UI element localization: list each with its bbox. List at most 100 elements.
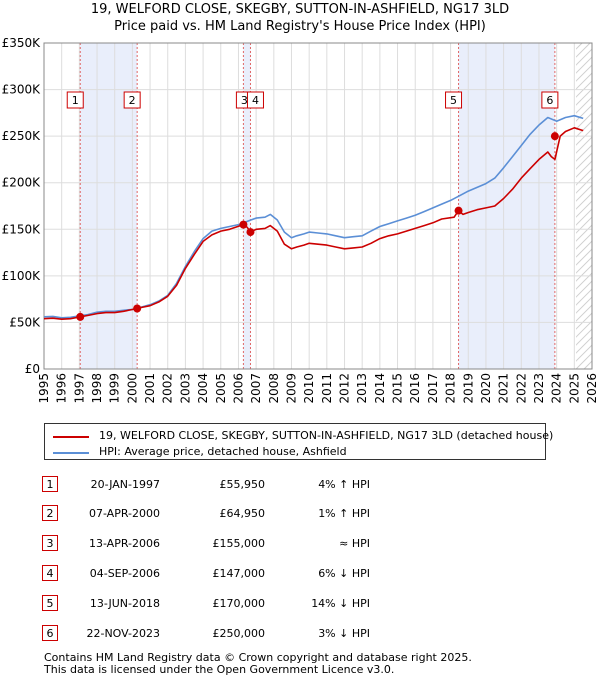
hatch-line bbox=[576, 200, 593, 218]
transaction-label-box bbox=[246, 91, 264, 109]
x-tick-label: 2017 bbox=[426, 373, 440, 404]
hatch-line bbox=[576, 312, 593, 330]
x-tick-label: 1999 bbox=[108, 373, 122, 404]
chart-title: 19, WELFORD CLOSE, SKEGBY, SUTTON-IN-ASH… bbox=[90, 2, 510, 17]
x-tick-label: 2025 bbox=[567, 373, 581, 404]
x-tick-label: 2010 bbox=[302, 373, 316, 404]
transaction-label-box bbox=[123, 91, 141, 109]
plot-frame bbox=[43, 42, 593, 370]
legend-label-hpi: HPI: Average price, detached house, Ashf… bbox=[99, 445, 347, 458]
table-row: 6 22-NOV-2023 £250,000 3% ↓ HPI bbox=[0, 625, 600, 643]
transaction-date: 22-NOV-2023 bbox=[86, 627, 160, 640]
x-tick-label: 2009 bbox=[284, 373, 298, 404]
transaction-label-box bbox=[541, 91, 559, 109]
transaction-marker bbox=[550, 132, 559, 141]
transaction-number: 4 bbox=[42, 565, 58, 581]
x-tick-label: 1998 bbox=[90, 373, 104, 404]
transaction-price: £64,950 bbox=[219, 507, 266, 520]
y-tick-label: £300K bbox=[2, 83, 42, 97]
y-tick-label: £200K bbox=[2, 176, 42, 190]
footer-copyright: Contains HM Land Registry data © Crown c… bbox=[44, 651, 472, 664]
legend-swatch-property bbox=[53, 436, 89, 438]
transaction-hpi: ≈ HPI bbox=[339, 537, 370, 550]
x-tick-label: 2026 bbox=[585, 373, 599, 404]
table-row: 4 04-SEP-2006 £147,000 6% ↓ HPI bbox=[0, 565, 600, 583]
transaction-hpi: 6% ↓ HPI bbox=[318, 567, 370, 580]
x-tick-label: 2019 bbox=[461, 373, 475, 404]
x-tick-label: 2003 bbox=[178, 373, 192, 404]
transaction-date: 13-APR-2006 bbox=[88, 537, 160, 550]
x-tick-label: 2008 bbox=[267, 373, 281, 404]
y-tick-label: £0 bbox=[25, 362, 40, 376]
transaction-label-text: 5 bbox=[450, 94, 457, 107]
transaction-hpi: 4% ↑ HPI bbox=[318, 478, 370, 491]
transaction-hpi: 14% ↓ HPI bbox=[311, 597, 370, 610]
x-tick-label: 2005 bbox=[214, 373, 228, 404]
x-tick-label: 2004 bbox=[196, 373, 210, 404]
legend: 19, WELFORD CLOSE, SKEGBY, SUTTON-IN-ASH… bbox=[44, 423, 553, 460]
x-tick-label: 2016 bbox=[408, 373, 422, 404]
x-tick-label: 2018 bbox=[444, 373, 458, 404]
x-tick-label: 2001 bbox=[143, 373, 157, 404]
x-tick-label: 2024 bbox=[550, 373, 564, 404]
transaction-price: £250,000 bbox=[212, 627, 266, 640]
transaction-hpi: 1% ↑ HPI bbox=[318, 507, 370, 520]
y-tick-label: £350K bbox=[2, 36, 42, 50]
x-tick-label: 1995 bbox=[37, 373, 51, 404]
transaction-label-text: 2 bbox=[129, 94, 136, 107]
transaction-marker bbox=[76, 312, 85, 321]
x-tick-label: 2000 bbox=[125, 373, 139, 404]
property-series-line bbox=[43, 127, 584, 321]
x-tick-label: 2013 bbox=[355, 373, 369, 404]
footer-licence: This data is licensed under the Open Gov… bbox=[44, 663, 395, 676]
x-tick-label: 2015 bbox=[391, 373, 405, 404]
price-chart: £0 £50K £100K £150K £200K £250K £300K £350K 1995… bbox=[2, 36, 599, 404]
transaction-label: 1 bbox=[66, 91, 84, 109]
table-row: 5 13-JUN-2018 £170,000 14% ↓ HPI bbox=[0, 595, 600, 613]
table-row: 2 07-APR-2000 £64,950 1% ↑ HPI bbox=[0, 505, 600, 523]
y-tick-label: £100K bbox=[2, 269, 42, 283]
transaction-label-text: 6 bbox=[546, 94, 553, 107]
transaction-price: £155,000 bbox=[212, 537, 266, 550]
hatch-line bbox=[576, 192, 593, 210]
transaction-marker bbox=[454, 206, 463, 215]
hatch-line bbox=[576, 328, 593, 346]
y-tick-label: £150K bbox=[2, 222, 42, 236]
x-tick-label: 2022 bbox=[514, 373, 528, 404]
x-tick-label: 2011 bbox=[320, 373, 334, 404]
transaction-label: 4 bbox=[246, 91, 264, 109]
hatch-line bbox=[576, 304, 593, 322]
transaction-price: £170,000 bbox=[212, 597, 266, 610]
transaction-number: 6 bbox=[42, 625, 58, 641]
x-tick-label: 2020 bbox=[479, 373, 493, 404]
legend-label-property: 19, WELFORD CLOSE, SKEGBY, SUTTON-IN-ASH… bbox=[99, 429, 554, 442]
x-tick-label: 2002 bbox=[161, 373, 175, 404]
transaction-number: 1 bbox=[42, 476, 58, 492]
transaction-number: 2 bbox=[42, 505, 58, 521]
x-tick-label: 2014 bbox=[373, 373, 387, 404]
chart-subtitle: Price paid vs. HM Land Registry's House … bbox=[114, 19, 486, 34]
transaction-label-text: 3 bbox=[241, 94, 248, 107]
transaction-marker bbox=[246, 228, 255, 237]
y-tick-label: £250K bbox=[2, 129, 42, 143]
legend-swatch-hpi bbox=[53, 452, 89, 454]
transaction-label: 2 bbox=[123, 91, 141, 109]
transaction-date: 07-APR-2000 bbox=[88, 507, 160, 520]
transaction-price: £147,000 bbox=[212, 567, 266, 580]
y-tick-label: £50K bbox=[9, 315, 41, 329]
transaction-hpi: 3% ↓ HPI bbox=[318, 627, 370, 640]
x-tick-label: 2012 bbox=[338, 373, 352, 404]
hatch-line bbox=[576, 88, 593, 106]
hatch-line bbox=[591, 368, 593, 369]
transaction-number: 3 bbox=[42, 535, 58, 551]
x-tick-label: 2021 bbox=[497, 373, 511, 404]
transaction-label-text: 1 bbox=[72, 94, 79, 107]
transaction-label: 6 bbox=[541, 91, 559, 109]
table-row: 3 13-APR-2006 £155,000 ≈ HPI bbox=[0, 535, 600, 553]
transaction-label: 5 bbox=[445, 91, 463, 109]
transaction-label-box bbox=[66, 91, 84, 109]
x-tick-label: 1996 bbox=[55, 373, 69, 404]
x-tick-label: 1997 bbox=[72, 373, 86, 404]
x-tick-label: 2023 bbox=[532, 373, 546, 404]
transaction-date: 04-SEP-2006 bbox=[89, 567, 160, 580]
